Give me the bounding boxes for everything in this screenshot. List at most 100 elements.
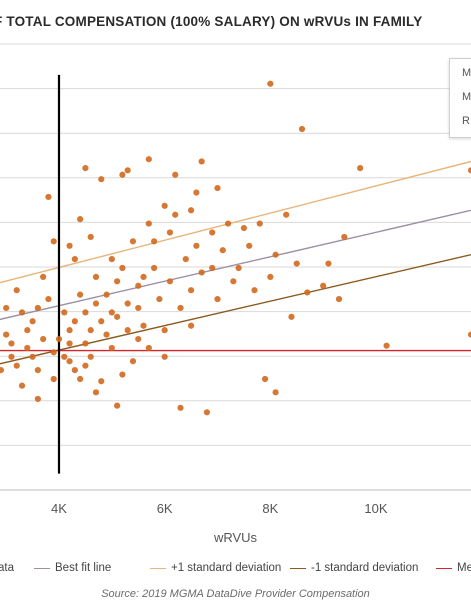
legend-swatch-median [436, 567, 452, 569]
data-point [87, 233, 94, 241]
data-point [82, 165, 89, 172]
series-line-best-fit-line [0, 209, 471, 321]
data-point [119, 371, 126, 378]
data-point [82, 362, 89, 369]
data-point [34, 304, 41, 312]
data-point [383, 342, 390, 349]
x-tick-label: 4K [51, 501, 67, 516]
stats-line-3: R [462, 115, 470, 127]
data-point [293, 260, 300, 267]
data-point [166, 278, 174, 285]
data-point [34, 367, 41, 374]
data-point [135, 282, 142, 289]
data-point [203, 409, 211, 416]
series-line-1-standard-deviation [0, 253, 471, 365]
data-point [87, 327, 94, 334]
data-point [103, 331, 110, 338]
legend-label-data: ata [0, 562, 14, 574]
data-point [209, 264, 216, 272]
data-point [187, 207, 195, 214]
data-point [267, 80, 274, 87]
data-point [325, 260, 332, 267]
data-point [140, 322, 147, 329]
legend-item-median: Me [436, 558, 471, 578]
data-point [151, 264, 158, 272]
data-point [77, 291, 84, 298]
data-point [246, 242, 253, 249]
data-point [193, 242, 200, 249]
data-point [288, 313, 295, 320]
data-point [166, 229, 174, 236]
legend-item-data: ata [0, 558, 14, 578]
legend-item-plus-sd: +1 standard deviation [150, 558, 281, 578]
data-point [0, 367, 4, 374]
data-point [214, 184, 221, 192]
data-point [82, 309, 89, 316]
gridlines [0, 43, 471, 446]
data-point [251, 287, 258, 294]
data-point [172, 211, 179, 218]
data-point [71, 367, 78, 374]
data-point [468, 331, 471, 338]
data-point [272, 251, 279, 258]
data-point [198, 158, 205, 165]
data-point [87, 353, 94, 360]
data-point [66, 327, 73, 334]
data-point [335, 295, 343, 303]
data-point [145, 220, 152, 227]
data-point [267, 273, 274, 280]
data-point [29, 318, 36, 325]
data-point [129, 358, 137, 365]
data-point [261, 375, 269, 383]
data-point [40, 273, 47, 280]
data-point [129, 238, 137, 245]
data-point [103, 291, 110, 298]
data-point [66, 340, 73, 347]
data-point [50, 375, 57, 383]
data-point [177, 404, 184, 411]
chart-legend: ata Best fit line +1 standard deviation … [0, 558, 471, 578]
data-point [230, 278, 237, 285]
data-point [3, 331, 10, 338]
data-point [119, 264, 126, 272]
data-point [77, 375, 84, 383]
data-point [161, 327, 168, 334]
series-line-1-standard-deviation [0, 160, 471, 284]
x-tick-labels: 4K 6K 8K 10K [51, 501, 388, 516]
data-point [198, 269, 205, 276]
data-point [8, 340, 15, 347]
data-point [92, 300, 100, 307]
data-point [124, 167, 131, 174]
data-point [108, 256, 115, 263]
legend-label-median: Me [457, 562, 471, 574]
data-point [161, 202, 168, 209]
data-point [108, 344, 115, 352]
x-tick-label: 6K [157, 501, 173, 516]
data-point [114, 402, 121, 409]
x-axis-label: wRVUs [213, 530, 258, 545]
data-point [98, 378, 105, 385]
data-point [135, 304, 142, 312]
data-point [145, 156, 152, 163]
data-point [55, 335, 63, 343]
x-tick-label: 8K [262, 501, 278, 516]
data-point [151, 238, 158, 245]
data-point [92, 273, 100, 280]
legend-label-plus-sd: +1 standard deviation [171, 562, 282, 574]
data-point [24, 327, 31, 334]
data-point [187, 322, 195, 329]
x-tick-label: 10K [364, 501, 387, 516]
data-point [29, 353, 36, 360]
source-note: Source: 2019 MGMA DataDive Provider Comp… [101, 588, 370, 600]
data-point [61, 309, 68, 316]
chart-title: F TOTAL COMPENSATION (100% SALARY) ON wR… [0, 14, 423, 29]
data-point [108, 309, 115, 316]
data-point [468, 167, 471, 174]
legend-item-minus-sd: -1 standard deviation [290, 558, 418, 578]
data-point [219, 247, 226, 254]
data-point [45, 295, 52, 303]
stats-line-2: M [462, 91, 471, 103]
data-point [193, 189, 200, 196]
data-point [61, 353, 68, 360]
